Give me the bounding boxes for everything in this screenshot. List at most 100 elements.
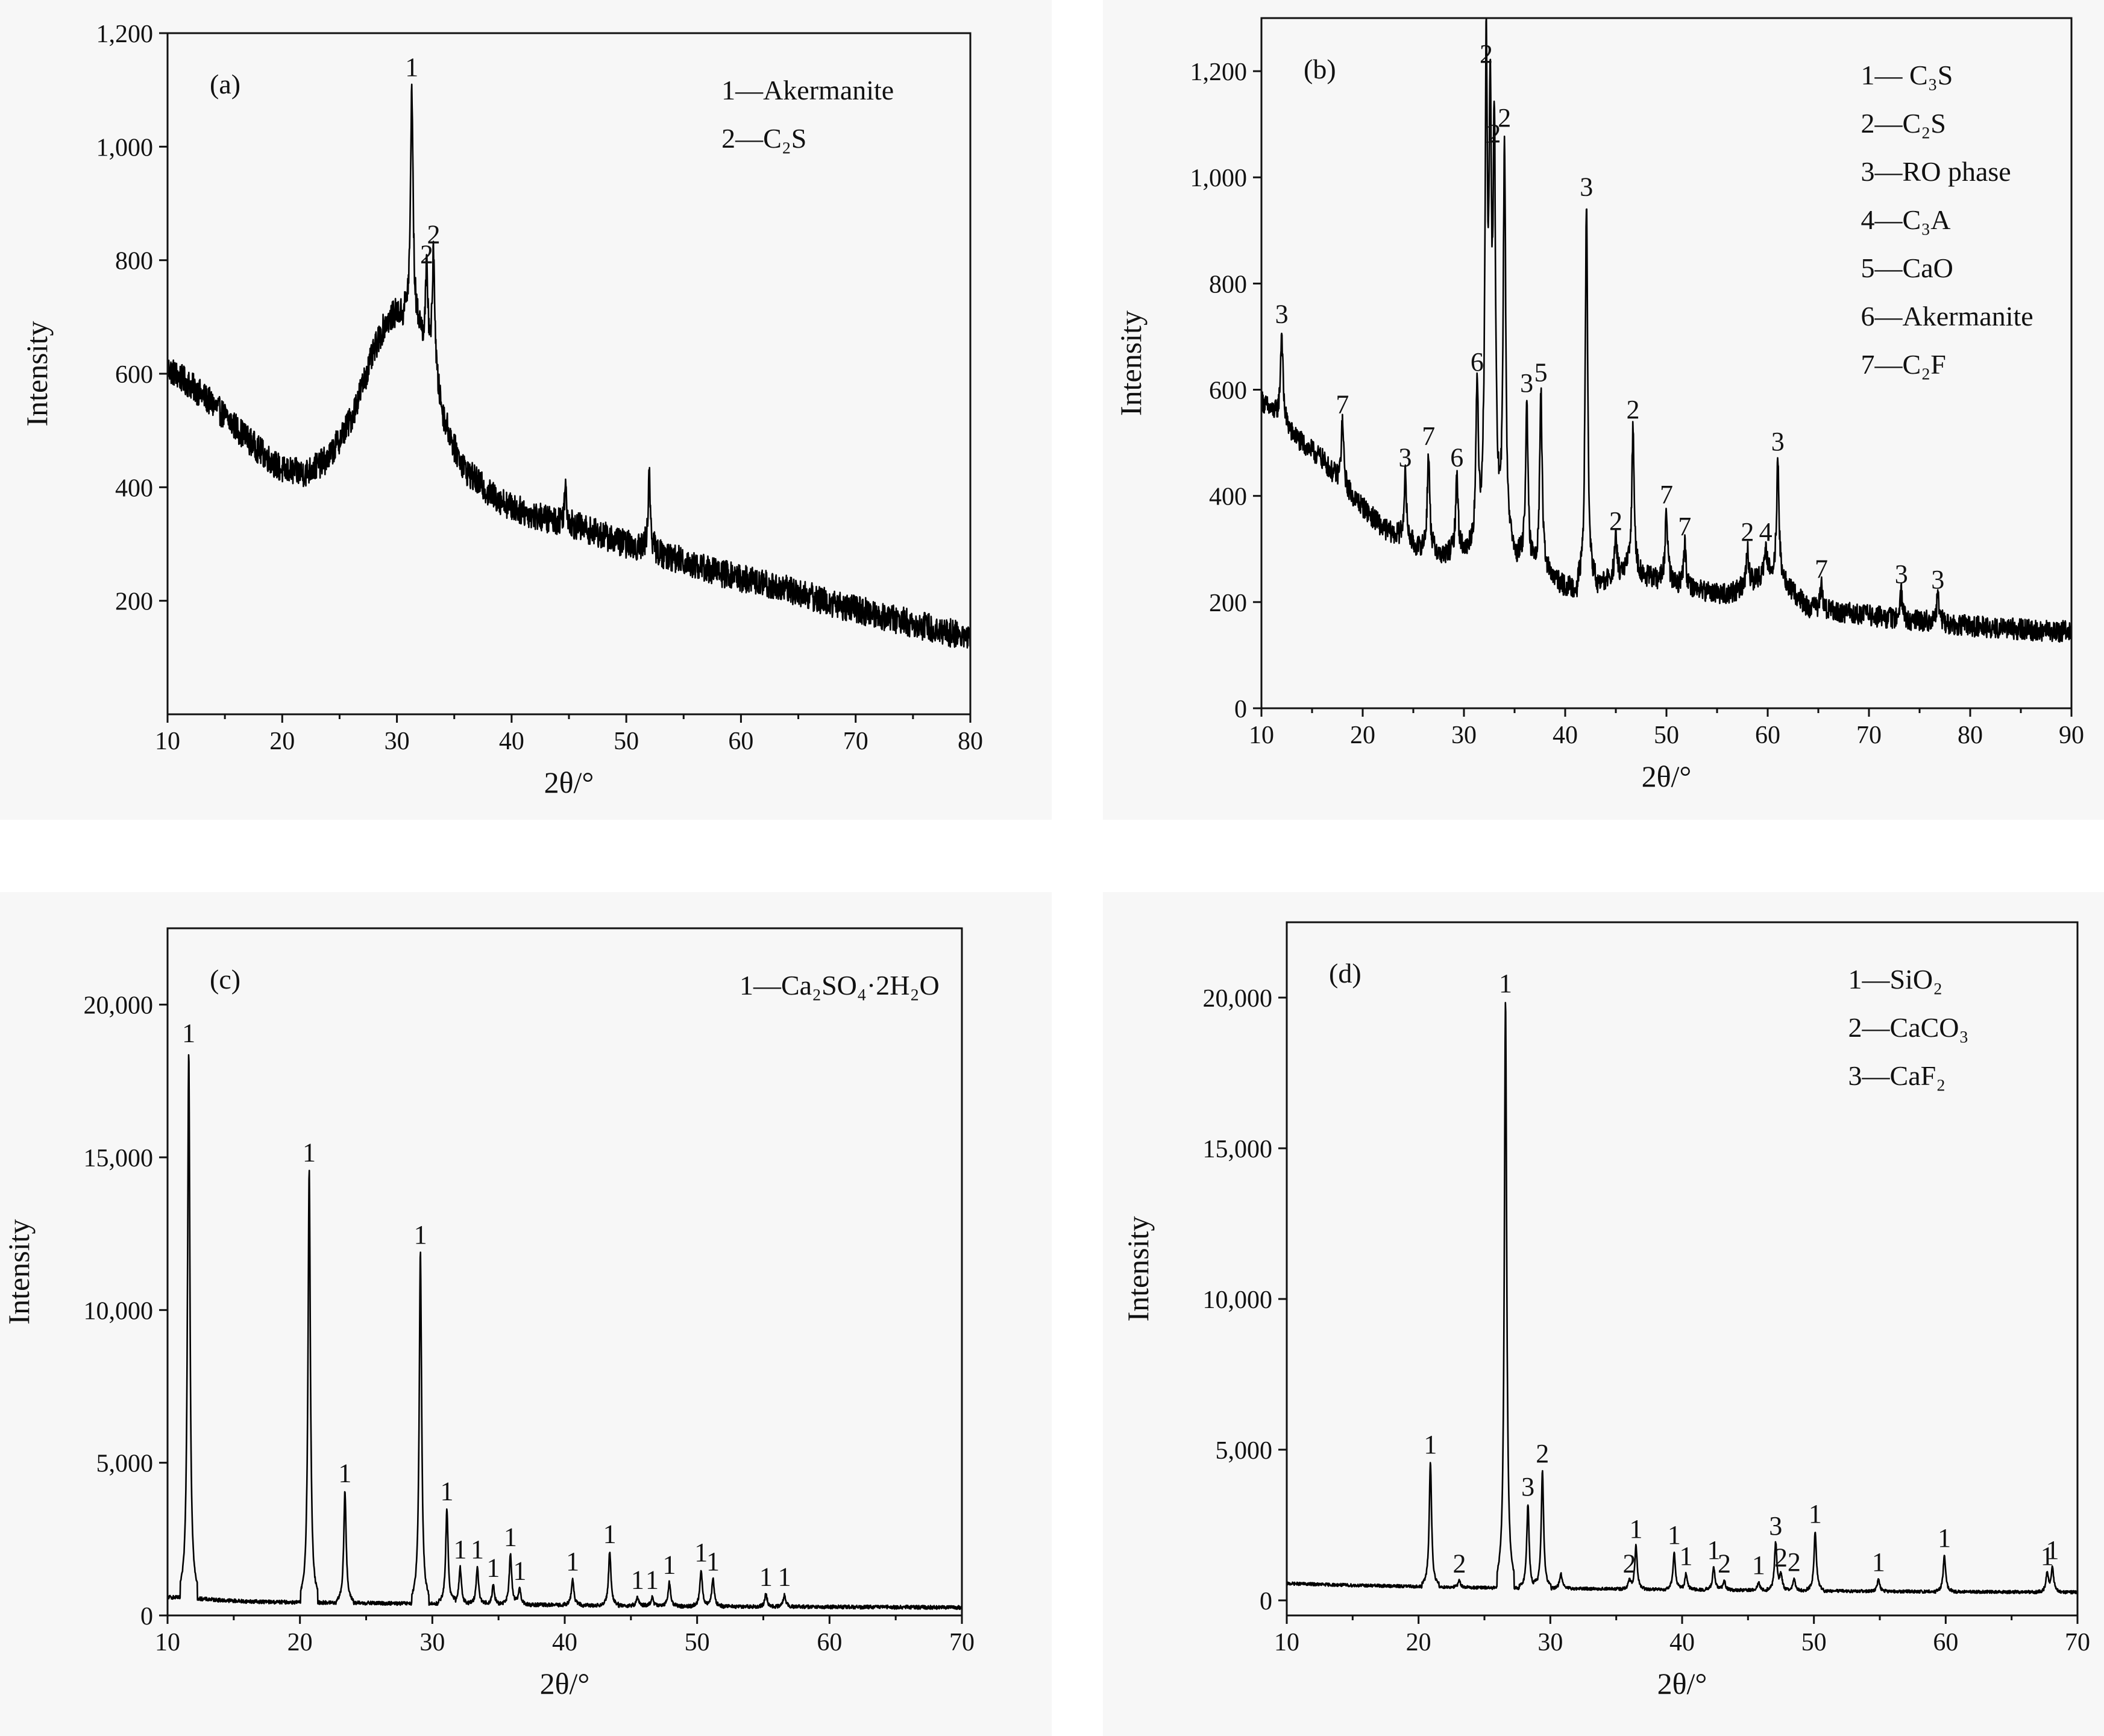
peak-label: 2 [1498,103,1511,133]
peak-label: 2 [1718,1549,1731,1579]
peak-label: 1 [414,1220,427,1250]
y-axis-label: Intensity [1121,1216,1155,1322]
x-tick-label: 70 [2065,1629,2090,1656]
x-tick-label: 10 [1249,722,1274,749]
x-tick-label: 20 [287,1629,313,1656]
chart-panel-c: 10 20 30 40 50 60 70 0 5,000 10,000 15,000 20,000 2θ… [2,927,975,1700]
peak-label: 1 [471,1535,484,1564]
x-tick-label: 20 [1350,722,1375,749]
y-axis-label: Intensity [2,1219,36,1325]
y-tick-label: 0 [1234,696,1247,723]
y-tick-label: 800 [115,248,153,275]
legend-entry: 2—C₂S [1861,108,1946,139]
peak-label: 3 [1521,1472,1534,1502]
x-tick-label: 30 [1451,722,1477,749]
x-tick-label: 10 [155,728,180,755]
y-tick-label: 20,000 [84,992,154,1020]
peak-label: 6 [1471,347,1484,377]
peak-label: 6 [1450,442,1463,472]
peak-label: 2 [1627,395,1640,424]
legend-entry: 6—Akermanite [1861,301,2033,332]
peak-label: 1 [182,1019,195,1048]
x-tick-label: 20 [1406,1629,1431,1656]
x-tick-label: 40 [1669,1629,1695,1656]
x-tick-label: 40 [1553,722,1578,749]
legend-entry: 7—C₂F [1861,349,1946,380]
legend-entry: 1—SiO₂ [1848,964,1943,995]
peak-label: 5 [1534,358,1548,388]
panel-b-background [1103,0,2104,820]
peak-label: 1 [759,1562,773,1592]
y-tick-label: 10,000 [84,1297,154,1325]
peak-label: 2 [1774,1543,1788,1573]
peak-label: 3 [1895,559,1908,589]
xrd-trace [1260,17,2073,643]
y-axis-label: Intensity [1114,310,1148,416]
chart-panel-a: 10 20 30 40 50 60 70 80 200 400 600 800 1,000 1,200 2θ… [20,20,983,799]
x-tick-label: 70 [949,1629,975,1656]
x-axis-label: 2θ/° [1642,760,1692,793]
legend-entry: 3—RO phase [1861,156,2011,187]
peak-label: 1 [603,1520,617,1549]
peak-label: 1 [778,1562,791,1592]
panel-d-background [1103,892,2104,1736]
x-tick-label: 90 [2059,722,2084,749]
y-tick-label: 5,000 [96,1450,154,1478]
legend-entry: 1—Ca₂SO₄·2H₂O [740,970,940,1001]
peak-label: 3 [1520,368,1533,398]
x-tick-label: 10 [155,1629,180,1656]
peak-label: 1 [2046,1535,2059,1565]
xrd-trace [167,1054,963,1610]
panel-label: (d) [1329,958,1361,989]
chart-panels: 10 20 30 40 50 60 70 802004006008001,0001,2002θ… [2,17,2090,1700]
legend-entry: 5—CaO [1861,253,1953,283]
x-tick-label: 50 [1801,1629,1827,1656]
peak-label: 2 [1487,119,1501,148]
x-tick-label: 30 [385,728,410,755]
peak-label: 1 [1809,1499,1822,1529]
peak-label: 7 [1336,389,1349,419]
peak-label: 1 [694,1538,708,1567]
y-tick-label: 400 [1209,483,1247,511]
x-axis-label: 2θ/° [544,766,594,799]
y-tick-label: 1,200 [96,20,154,48]
peak-label: 1 [405,52,418,82]
y-tick-label: 15,000 [1203,1136,1273,1163]
x-tick-label: 50 [685,1629,710,1656]
y-tick-label: 1,200 [1190,58,1248,86]
peak-label: 2 [1536,1439,1549,1468]
chart-panel-b: 10 20 30 40 50 60 70 80 90 0 200 400 600 800 1,000 1,20… [1114,17,2084,793]
x-tick-label: 70 [1856,722,1882,749]
x-tick-label: 50 [614,728,639,755]
legend-entry: 2—CaCO₃ [1848,1012,1969,1043]
x-tick-label: 30 [419,1629,445,1656]
peak-label: 2 [1788,1547,1801,1577]
y-tick-label: 200 [115,588,153,616]
peak-label: 3 [1931,565,1944,594]
peak-label: 1 [2041,1541,2054,1571]
y-tick-label: 20,000 [1203,985,1273,1013]
legend-entry: 2—C₂S [721,123,806,154]
panel-label: (a) [210,69,240,99]
y-tick-label: 15,000 [84,1145,154,1172]
y-tick-label: 0 [140,1603,153,1631]
peak-label: 1 [1499,969,1512,998]
peak-label: 1 [513,1556,526,1585]
x-tick-label: 60 [1755,722,1780,749]
peak-label: 7 [1815,554,1828,583]
x-axis-label: 2θ/° [1657,1667,1707,1700]
peak-label: 1 [486,1553,500,1582]
panel-label: (c) [210,964,240,995]
x-axis-label: 2θ/° [540,1667,590,1700]
peak-label: 1 [631,1565,644,1595]
legend-entry: 1—Akermanite [721,75,894,105]
legend-entry: 3—CaF₂ [1848,1060,1946,1091]
peak-label: 7 [1678,512,1691,541]
x-tick-label: 50 [1654,722,1679,749]
peak-label: 4 [1759,517,1773,547]
peak-label: 1 [1872,1547,1885,1577]
xrd-trace [1286,1002,2079,1595]
x-tick-label: 40 [499,728,524,755]
peak-label: 1 [1938,1523,1951,1553]
peak-label: 7 [1660,480,1673,509]
